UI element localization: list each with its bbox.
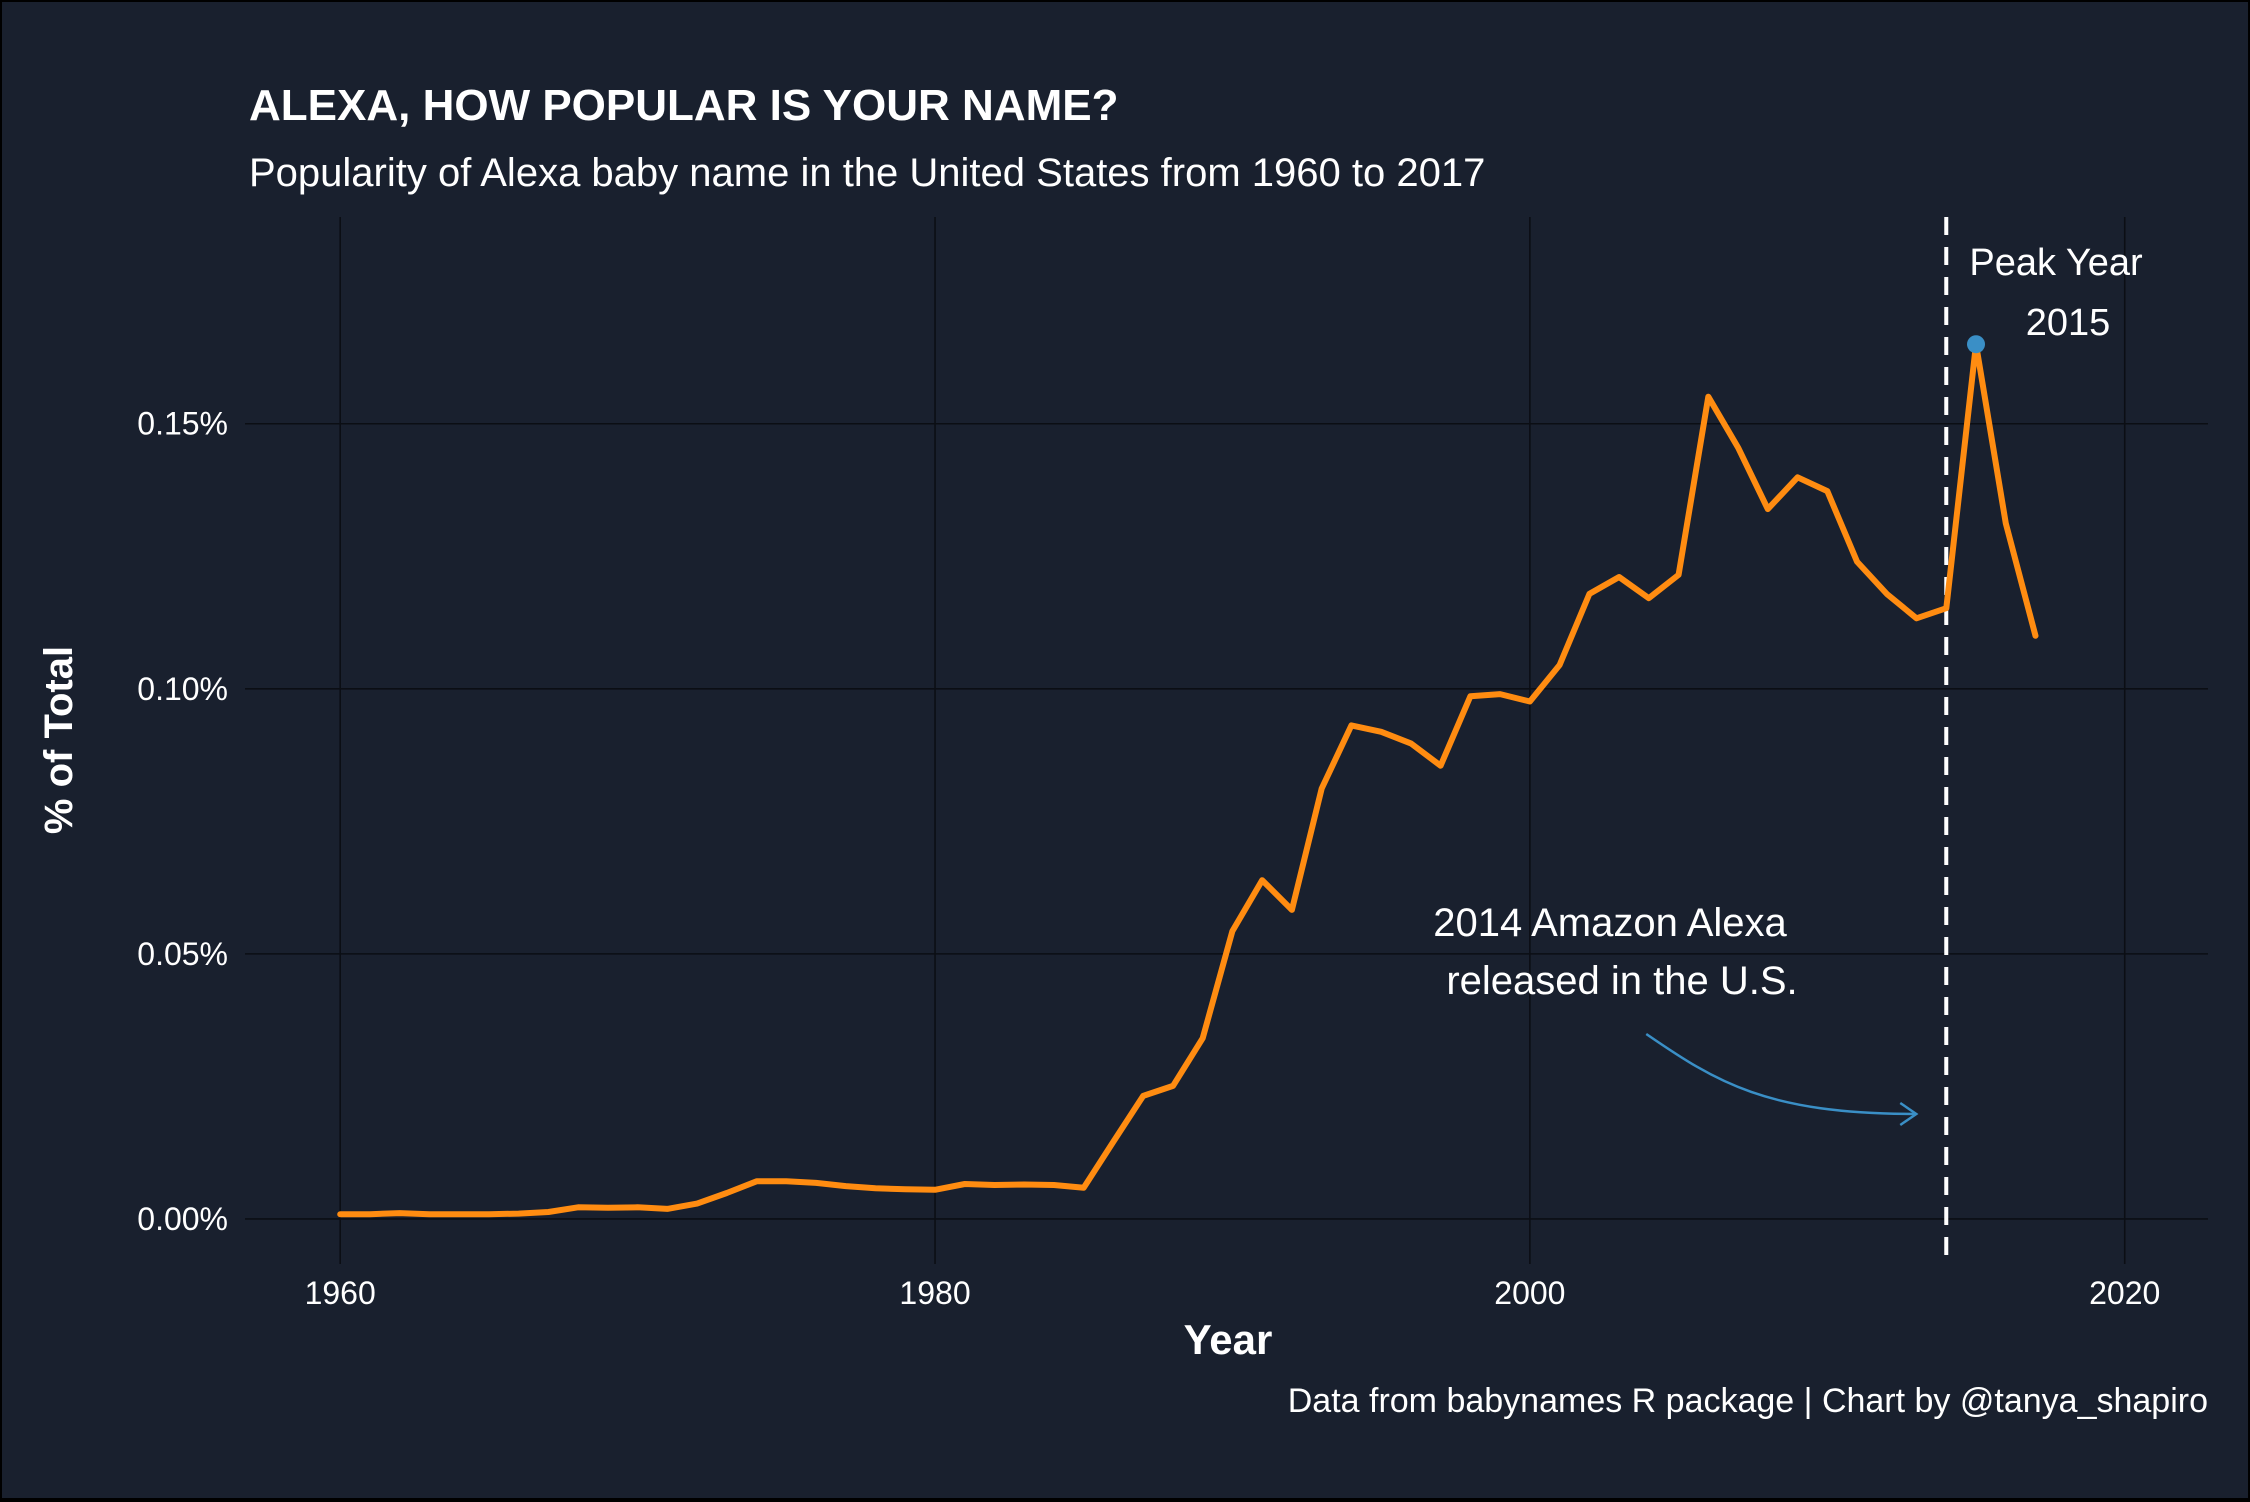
peak-point bbox=[1967, 335, 1986, 354]
y-axis-label: % of Total bbox=[37, 646, 81, 834]
gridlines bbox=[245, 217, 2208, 1264]
x-tick-label: 1980 bbox=[899, 1275, 970, 1311]
x-axis-label: Year bbox=[1184, 1316, 1273, 1363]
annotations bbox=[1645, 217, 1949, 1264]
chart-subtitle: Popularity of Alexa baby name in the Uni… bbox=[249, 151, 1485, 195]
y-tick-label: 0.10% bbox=[137, 671, 228, 707]
y-tick-label: 0.00% bbox=[137, 1201, 228, 1237]
y-tick-label: 0.05% bbox=[137, 936, 228, 972]
x-tick-label: 1960 bbox=[305, 1275, 376, 1311]
alexa-popularity-line bbox=[337, 341, 2039, 1218]
annotation-arrowhead bbox=[1899, 1101, 1919, 1127]
peak-annotation-line2: 2015 bbox=[2026, 302, 2111, 344]
axes: 1960 1980 2000 2020 0.00% 0.05% 0.10% 0.15% bbox=[137, 406, 2160, 1311]
peak-annotation-line1: Peak Year bbox=[1969, 242, 2143, 284]
release-annotation-line2: released in the U.S. bbox=[1446, 959, 1797, 1003]
release-annotation-line1: 2014 Amazon Alexa bbox=[1433, 901, 1787, 945]
x-tick-label: 2000 bbox=[1494, 1275, 1565, 1311]
annotation-arrow bbox=[1645, 1032, 1917, 1116]
series bbox=[337, 335, 2039, 1218]
chart-caption: Data from babynames R package | Chart by… bbox=[1288, 1382, 2208, 1420]
y-tick-label: 0.15% bbox=[137, 406, 228, 442]
chart-title: ALEXA, HOW POPULAR IS YOUR NAME? bbox=[249, 81, 1118, 130]
x-tick-label: 2020 bbox=[2089, 1275, 2160, 1311]
